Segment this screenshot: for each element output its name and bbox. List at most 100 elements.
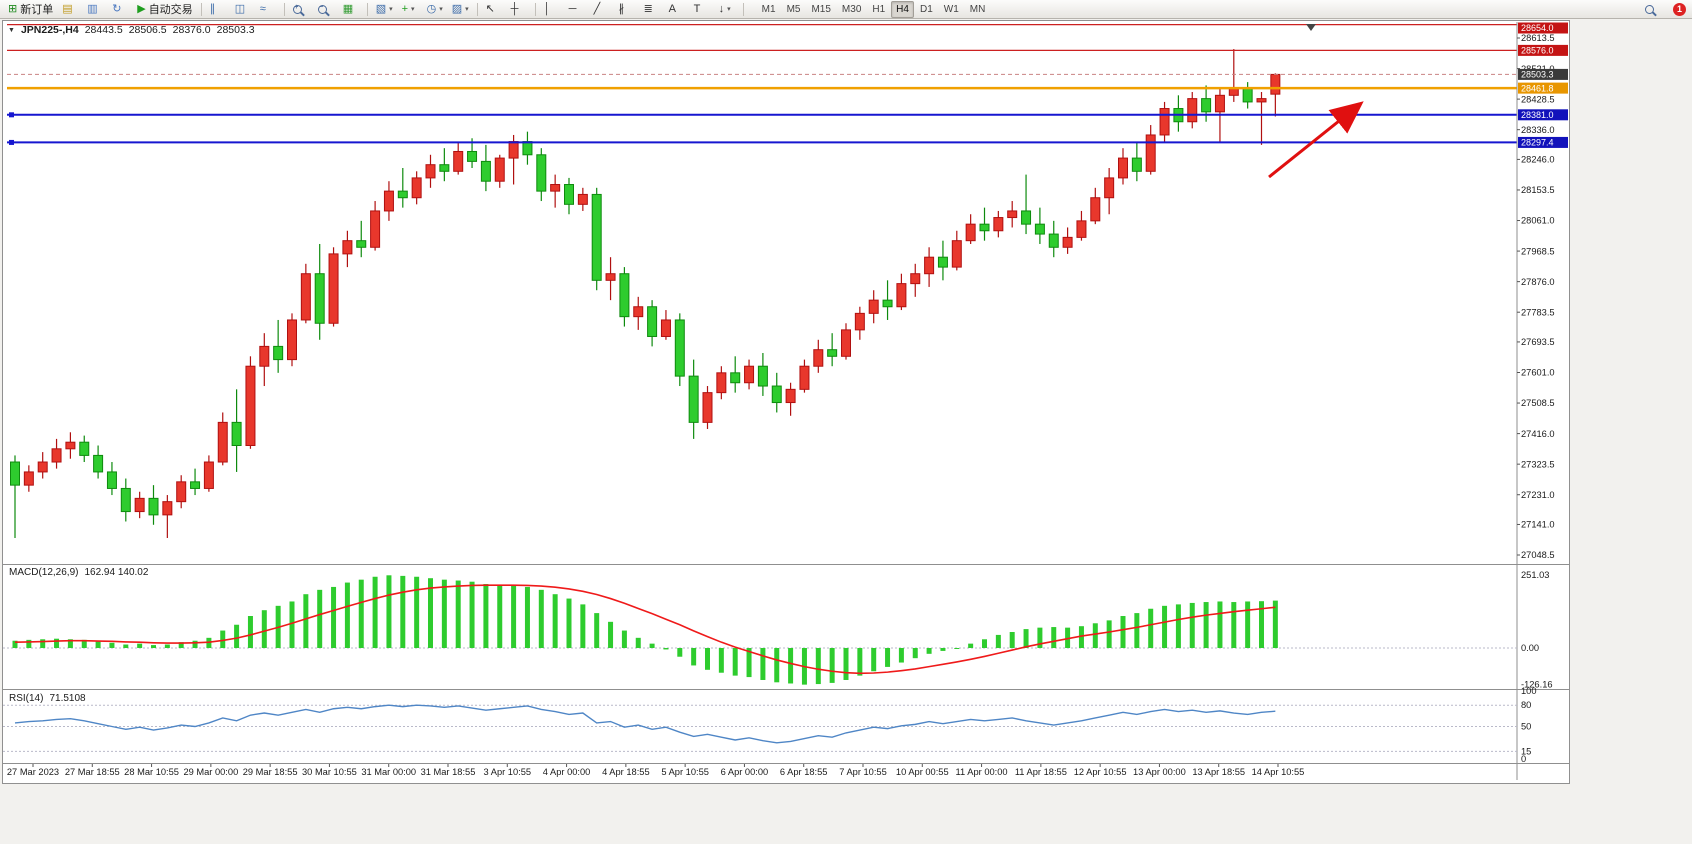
horizontal-line[interactable]	[7, 139, 1517, 145]
candle	[1256, 98, 1267, 103]
chart-canvas[interactable]: 28613.5 28521.0 28428.5 28336.0 28246.0 28153…	[3, 21, 1569, 783]
timeframe-h4-button[interactable]: H4	[891, 0, 914, 18]
tile-windows-button-icon: ▦	[342, 3, 354, 15]
new-order-button-icon: ⊞	[8, 3, 18, 15]
timeframe-h1-button[interactable]: H1	[872, 3, 886, 15]
price-badge: 28461.8	[1518, 82, 1568, 94]
candle	[1242, 88, 1253, 103]
candle	[605, 273, 616, 281]
candle	[328, 253, 339, 324]
new-order-button-label: 新订单	[20, 4, 54, 16]
chevron-down-icon: ▾	[727, 6, 731, 13]
svg-text:13 Apr 18:55: 13 Apr 18:55	[1192, 767, 1245, 777]
svg-text:28381.0: 28381.0	[1521, 110, 1554, 120]
candle	[23, 471, 34, 486]
refresh-button[interactable]: ↻	[108, 0, 132, 18]
svg-text:31 Mar 00:00: 31 Mar 00:00	[361, 767, 416, 777]
svg-text:0.00: 0.00	[1521, 643, 1539, 653]
candle	[79, 441, 90, 456]
timeframe-d1-button[interactable]: D1	[919, 3, 933, 15]
timeframe-m30-button[interactable]: M30	[841, 3, 862, 15]
trendline-button[interactable]: ╱	[590, 0, 614, 18]
candle	[231, 421, 242, 446]
timeframe-m1-button[interactable]: M1	[761, 3, 776, 15]
search-button[interactable]	[1641, 0, 1665, 18]
timeframe-w1-button[interactable]: W1	[943, 3, 959, 15]
chart-menu-icon[interactable]: ▼	[8, 26, 15, 34]
svg-text:27416.0: 27416.0	[1521, 429, 1555, 439]
periods-button[interactable]: ◷ ▾	[423, 0, 447, 18]
trend-arrow-annotation[interactable]	[1268, 101, 1364, 179]
svg-text:100: 100	[1521, 686, 1537, 696]
data-window-button[interactable]: ▥	[83, 0, 107, 18]
toolbar-separator	[742, 2, 744, 16]
line-chart-button-icon: ≈	[259, 3, 266, 15]
svg-text:12 Apr 10:55: 12 Apr 10:55	[1074, 767, 1127, 777]
text-button[interactable]: A	[665, 0, 689, 18]
macd-label: MACD(12,26,9) 162.94 140.02	[9, 567, 148, 578]
horizontal-line-button[interactable]: ─	[565, 0, 589, 18]
alerts-button[interactable]: ▤	[58, 0, 82, 18]
candlestick-chart-button[interactable]: ◫	[231, 0, 255, 18]
close-value: 28503.3	[216, 24, 255, 36]
zoom-out-button[interactable]: −	[314, 0, 338, 18]
horizontal-line-button-icon: ─	[568, 3, 577, 15]
candle	[134, 497, 145, 513]
fibonacci-button-icon: ≣	[643, 3, 653, 15]
high-value: 28506.5	[128, 24, 167, 36]
candle	[868, 299, 879, 314]
new-chart-button[interactable]: ▧ ▾	[372, 0, 397, 18]
price-badge: 28654.0	[1518, 22, 1568, 34]
candle	[577, 193, 588, 205]
candle	[1159, 108, 1170, 136]
scroll-marker-icon	[1306, 24, 1316, 31]
candle	[799, 365, 810, 390]
rsi-value: 71.5108	[49, 693, 86, 704]
toolbar-buttons: ⊞ 新订单 ▤ ▥ ↻ ▶ 自动交易 ∥ ◫ ≈ + − ▦ ▧ ▾ + ▾ ◷ ▾ ▨ ▾ ↖ ┼ │ ─ ╱ ∦ ≣ A T ↓ ▾	[4, 0, 747, 18]
channel-button[interactable]: ∦	[615, 0, 639, 18]
candle	[536, 154, 547, 192]
cursor-button[interactable]: ↖	[482, 0, 506, 18]
svg-text:0: 0	[1521, 754, 1526, 764]
timeframe-m15-button[interactable]: M15	[811, 3, 831, 15]
notification-badge[interactable]: 1	[1673, 2, 1686, 16]
fibonacci-button[interactable]: ≣	[640, 0, 664, 18]
vertical-line-button[interactable]: │	[540, 0, 564, 18]
arrows-button[interactable]: ↓ ▾	[715, 0, 739, 18]
indicators-button[interactable]: + ▾	[398, 0, 422, 18]
svg-text:28297.4: 28297.4	[1521, 138, 1554, 148]
macd-values: 162.94 140.02	[84, 567, 149, 578]
timeframe-m5-button[interactable]: M5	[786, 3, 801, 15]
candle	[1145, 134, 1156, 172]
trendline-button-icon: ╱	[593, 3, 601, 15]
templates-button[interactable]: ▨ ▾	[448, 0, 473, 18]
candle	[370, 210, 381, 248]
auto-trading-button[interactable]: ▶ 自动交易	[133, 0, 196, 18]
candle	[730, 372, 741, 384]
low-value: 28376.0	[172, 24, 211, 36]
horizontal-line[interactable]	[7, 112, 1517, 118]
crosshair-button[interactable]: ┼	[507, 0, 531, 18]
zoom-in-button[interactable]: +	[289, 0, 313, 18]
line-chart-button[interactable]: ≈	[256, 0, 280, 18]
chart-window: ▼ JPN225-,H4 28443.5 28506.5 28376.0 285…	[2, 20, 1570, 784]
new-order-button[interactable]: ⊞ 新订单	[4, 0, 57, 18]
svg-text:27508.5: 27508.5	[1521, 398, 1555, 408]
svg-text:28 Mar 10:55: 28 Mar 10:55	[124, 767, 179, 777]
toolbar-separator	[200, 2, 202, 16]
tile-windows-button[interactable]: ▦	[339, 0, 363, 18]
price-axis: 28613.5 28521.0 28428.5 28336.0 28246.0 28153…	[1517, 33, 1555, 560]
candle	[979, 223, 990, 232]
text-label-button[interactable]: T	[690, 0, 714, 18]
bar-chart-button[interactable]: ∥	[206, 0, 230, 18]
svg-text:28428.5: 28428.5	[1521, 94, 1555, 104]
timeframe-mn-button[interactable]: MN	[969, 3, 986, 15]
templates-button-icon: ▨	[451, 3, 463, 15]
timeframe-group: M1 M5 M15 M30 H1 H4 D1 W1 MN	[757, 0, 991, 18]
svg-text:27048.5: 27048.5	[1521, 550, 1555, 560]
svg-text:28061.0: 28061.0	[1521, 216, 1555, 226]
candle	[924, 256, 935, 275]
svg-text:28336.0: 28336.0	[1521, 125, 1555, 135]
svg-text:10 Apr 00:55: 10 Apr 00:55	[896, 767, 949, 777]
candle	[1062, 236, 1073, 248]
